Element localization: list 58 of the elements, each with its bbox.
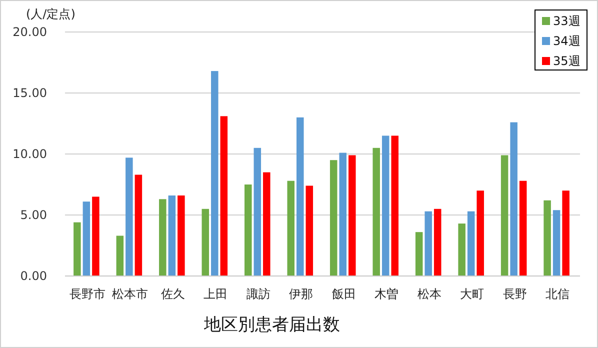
bar bbox=[134, 174, 142, 276]
bar bbox=[415, 232, 423, 276]
legend-label: 33週 bbox=[553, 14, 580, 28]
bar bbox=[552, 210, 560, 276]
bar bbox=[287, 180, 294, 276]
bar bbox=[263, 172, 270, 276]
bar bbox=[467, 211, 475, 276]
bar bbox=[202, 208, 210, 276]
x-tick-label: 松本 bbox=[417, 287, 442, 301]
bar bbox=[211, 71, 218, 276]
y-tick-label: 5.00 bbox=[20, 208, 47, 222]
bar bbox=[339, 152, 346, 276]
bar bbox=[510, 122, 518, 276]
x-tick-label: 諏訪 bbox=[246, 287, 270, 301]
bar bbox=[296, 117, 304, 276]
bar bbox=[424, 211, 432, 276]
bar bbox=[82, 202, 90, 276]
bar bbox=[168, 195, 176, 276]
x-tick-label: 木曽 bbox=[374, 287, 399, 301]
bar bbox=[254, 148, 262, 276]
y-tick-label: 20.00 bbox=[12, 25, 47, 40]
bar bbox=[562, 190, 570, 276]
x-tick-label: 佐久 bbox=[160, 287, 185, 301]
bar bbox=[220, 116, 228, 276]
legend-label: 35週 bbox=[553, 54, 580, 68]
y-tick-label: 15.00 bbox=[12, 86, 47, 100]
bar bbox=[126, 158, 133, 276]
text: 地区別患者届出数 bbox=[203, 315, 340, 335]
x-tick-label: 上田 bbox=[204, 287, 228, 301]
x-tick-label: 飯田 bbox=[332, 287, 356, 301]
bar bbox=[178, 195, 185, 276]
y-tick-label: 0.00 bbox=[20, 269, 47, 284]
x-tick-label: 大町 bbox=[460, 287, 484, 301]
x-tick-label: 松本市 bbox=[112, 287, 148, 301]
y-axis-title: (人/定点) bbox=[26, 7, 76, 21]
bar bbox=[434, 208, 442, 276]
bar bbox=[544, 200, 551, 276]
x-tick-label: 長野 bbox=[502, 287, 527, 301]
bar bbox=[244, 184, 252, 276]
bar bbox=[382, 136, 390, 276]
bar bbox=[330, 160, 338, 276]
bar bbox=[92, 196, 100, 276]
bar bbox=[74, 222, 81, 276]
bar bbox=[519, 180, 527, 276]
bar bbox=[372, 148, 380, 276]
bar bbox=[348, 155, 356, 276]
x-tick-label: 北信 bbox=[546, 287, 570, 301]
bar bbox=[391, 136, 398, 276]
bar bbox=[458, 224, 466, 276]
x-tick-label: 長野市 bbox=[69, 287, 106, 301]
bar bbox=[306, 186, 314, 276]
y-tick-label: 10.00 bbox=[12, 147, 47, 162]
bar bbox=[159, 199, 166, 276]
bar bbox=[476, 190, 484, 276]
legend-label: 34週 bbox=[553, 34, 580, 48]
bar bbox=[116, 236, 124, 276]
x-tick-label: 伊那 bbox=[289, 287, 314, 301]
bar bbox=[500, 155, 508, 276]
